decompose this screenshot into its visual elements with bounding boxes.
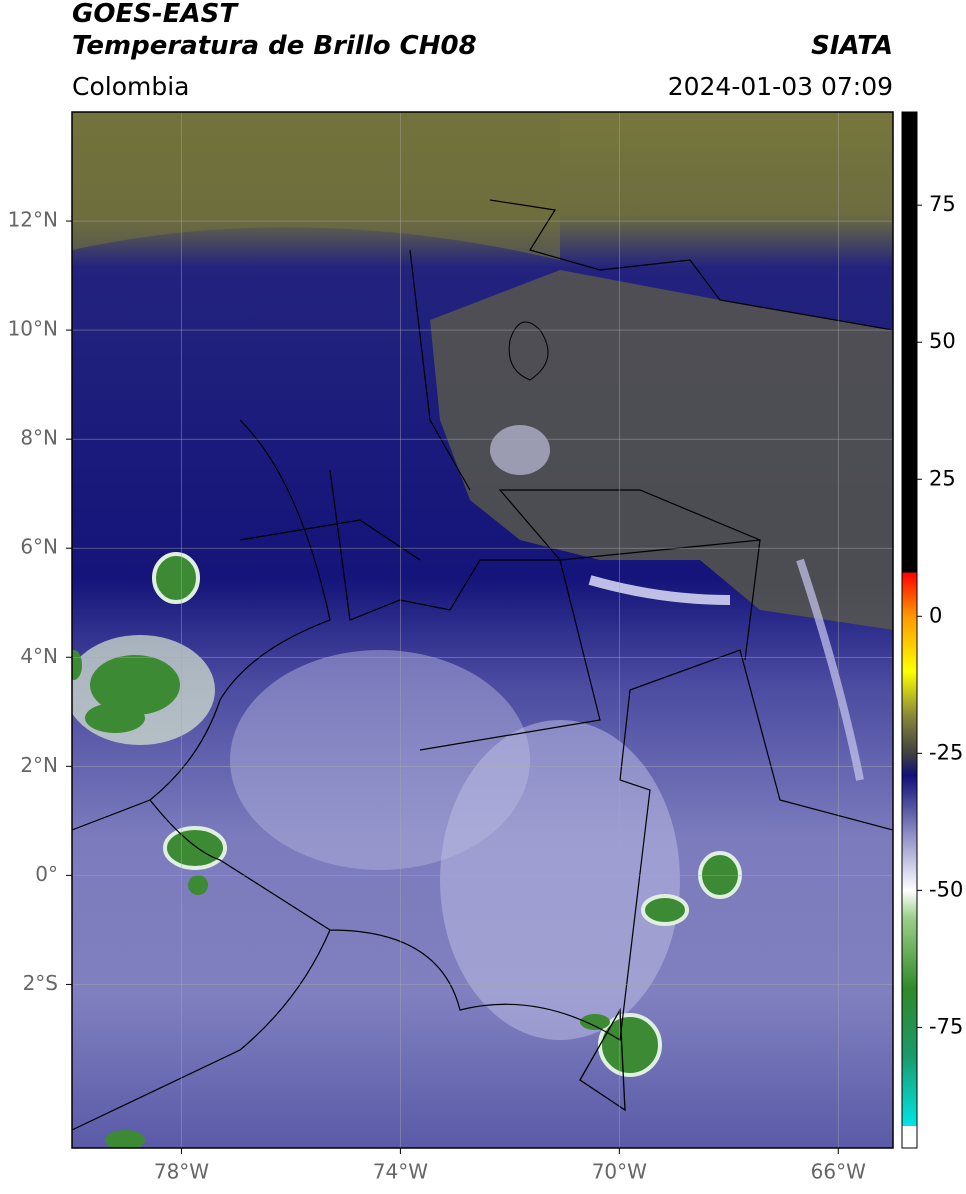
colorbar-tick-label: 0 bbox=[929, 603, 942, 627]
region-title: Colombia bbox=[72, 72, 189, 101]
y-tick-label: 10°N bbox=[8, 317, 58, 341]
y-tick-label: 0° bbox=[35, 862, 58, 886]
y-tick-label: 8°N bbox=[20, 426, 58, 450]
colorbar-tick-label: 75 bbox=[929, 192, 956, 216]
y-tick-label: 2°N bbox=[20, 753, 58, 777]
colorbar-tick-label: 50 bbox=[929, 329, 956, 353]
imagery bbox=[72, 112, 893, 1148]
x-tick-label: 78°W bbox=[154, 1160, 209, 1184]
colorbar-tick-label: -25 bbox=[929, 740, 963, 764]
y-tick-label: 12°N bbox=[8, 208, 58, 232]
graticule bbox=[72, 112, 893, 1148]
product-title: Temperatura de Brillo CH08 bbox=[72, 31, 477, 61]
x-tick-label: 70°W bbox=[592, 1160, 647, 1184]
colorbar-tick-label: 25 bbox=[929, 466, 956, 490]
y-tick-label: 6°N bbox=[20, 535, 58, 559]
colorbar bbox=[901, 111, 918, 1149]
colorbar-tick-label: -50 bbox=[929, 877, 963, 901]
datetime-title: 2024-01-03 07:09 bbox=[668, 72, 893, 101]
satellite-title: GOES-EAST bbox=[72, 0, 239, 29]
colorbar-tick-label: -75 bbox=[929, 1014, 963, 1038]
y-tick-label: 4°N bbox=[20, 644, 58, 668]
map-frame bbox=[71, 111, 894, 1149]
y-tick-label: 2°S bbox=[23, 971, 58, 995]
x-tick-label: 66°W bbox=[811, 1160, 866, 1184]
source-title: SIATA bbox=[811, 31, 893, 61]
x-tick-label: 74°W bbox=[373, 1160, 428, 1184]
